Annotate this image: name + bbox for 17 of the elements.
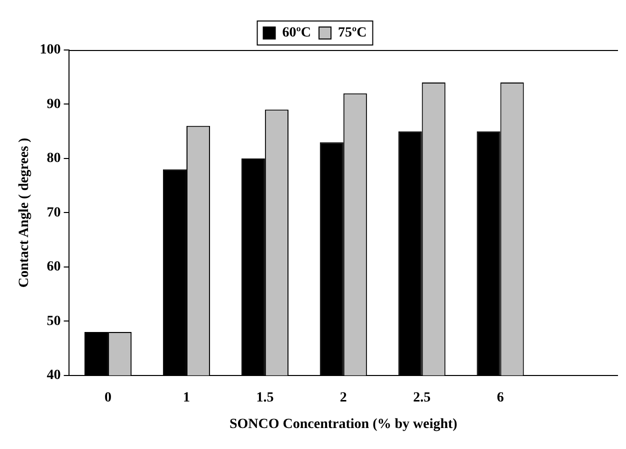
x-axis-title: SONCO Concentration (% by weight) <box>229 417 458 432</box>
x-tick-label: 2 <box>340 390 347 406</box>
y-axis-title: Contact Angle ( degrees ) <box>17 137 32 288</box>
x-tick-label: 1.5 <box>256 390 274 406</box>
x-tick-label: 2.5 <box>413 390 431 406</box>
x-tick-label: 1 <box>182 390 190 406</box>
x-tick-label: 0 <box>104 390 112 406</box>
y-tick-label: 60 <box>46 260 61 275</box>
legend-label: 60ºC <box>282 26 312 41</box>
y-tick-label: 40 <box>46 368 61 384</box>
y-tick-label: 100 <box>40 42 61 58</box>
y-tick-label: 50 <box>46 314 61 329</box>
x-tick-label: 6 <box>496 390 504 406</box>
y-tick-label: 90 <box>46 96 61 112</box>
y-tick-label: 80 <box>46 151 61 166</box>
legend-label: 75ºC <box>338 26 367 41</box>
y-tick-label: 70 <box>46 205 61 220</box>
